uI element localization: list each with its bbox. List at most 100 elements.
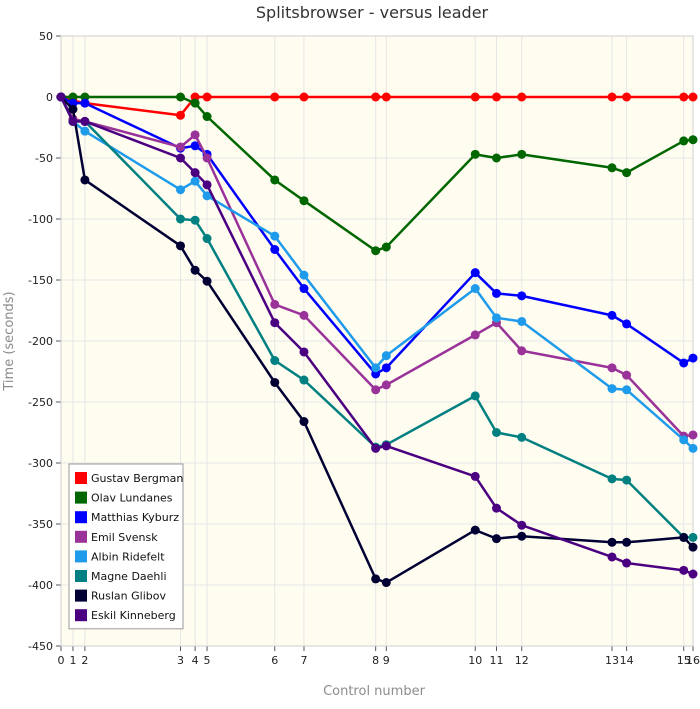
data-point — [607, 163, 617, 173]
x-tick-label: 11 — [489, 654, 503, 667]
data-point — [517, 291, 527, 301]
x-tick-label: 12 — [515, 654, 529, 667]
y-tick-label: -50 — [35, 152, 53, 165]
y-tick-label: -200 — [28, 335, 53, 348]
data-point — [491, 288, 501, 298]
data-point — [80, 175, 90, 185]
data-point — [470, 268, 480, 278]
data-point — [175, 92, 185, 102]
data-point — [270, 299, 280, 309]
data-point — [270, 175, 280, 185]
data-point — [202, 191, 212, 201]
legend-swatch — [75, 530, 87, 543]
data-point — [371, 443, 381, 453]
legend-swatch — [75, 472, 87, 484]
data-point — [470, 391, 480, 401]
data-point — [202, 92, 212, 102]
data-point — [607, 92, 617, 102]
x-tick-label: 7 — [300, 654, 307, 667]
legend-box — [68, 463, 184, 630]
data-point — [175, 214, 185, 224]
data-point — [371, 246, 381, 256]
data-point — [270, 356, 280, 366]
data-point — [381, 242, 391, 252]
x-tick-label: 13 — [605, 654, 619, 667]
data-point — [688, 92, 698, 102]
data-point — [371, 92, 381, 102]
x-tick-label: 15 — [677, 654, 691, 667]
data-point — [622, 168, 632, 178]
data-point — [470, 330, 480, 340]
data-point — [190, 265, 200, 275]
x-tick-label: 16 — [686, 654, 700, 667]
data-point — [190, 176, 200, 186]
data-point — [202, 234, 212, 244]
data-point — [679, 435, 689, 445]
data-point — [491, 534, 501, 544]
y-tick-label: -100 — [28, 213, 53, 226]
data-point — [622, 370, 632, 380]
data-point — [80, 98, 90, 108]
data-point — [190, 130, 200, 140]
data-point — [175, 241, 185, 251]
data-point — [381, 363, 391, 373]
data-point — [299, 284, 309, 294]
data-point — [381, 92, 391, 102]
y-tick-label: -450 — [28, 640, 53, 653]
data-point — [679, 565, 689, 575]
data-point — [688, 353, 698, 363]
legend-swatch — [75, 550, 87, 563]
data-point — [270, 377, 280, 387]
data-point — [299, 347, 309, 357]
data-point — [202, 180, 212, 190]
data-point — [517, 531, 527, 541]
x-tick-label: 6 — [271, 654, 278, 667]
plot-border — [60, 35, 694, 647]
legend-label: Emil Svensk — [91, 531, 158, 544]
data-point — [491, 313, 501, 323]
data-point — [517, 316, 527, 326]
legend-label: Olav Lundanes — [91, 492, 173, 505]
data-point — [622, 558, 632, 568]
data-point — [299, 417, 309, 427]
data-point — [202, 276, 212, 286]
data-point — [381, 441, 391, 451]
data-point — [470, 92, 480, 102]
data-point — [517, 520, 527, 530]
data-point — [607, 363, 617, 373]
data-point — [470, 471, 480, 481]
legend-swatch — [75, 491, 87, 504]
data-point — [202, 153, 212, 163]
data-point — [381, 578, 391, 588]
data-point — [371, 574, 381, 584]
data-point — [607, 474, 617, 484]
data-point — [491, 503, 501, 513]
data-point — [679, 92, 689, 102]
data-point — [68, 104, 78, 114]
y-tick-label: -150 — [28, 274, 53, 287]
data-point — [270, 92, 280, 102]
series-layer — [56, 92, 698, 588]
x-tick-label: 1 — [69, 654, 76, 667]
legend-swatch — [75, 609, 87, 622]
data-point — [679, 136, 689, 146]
data-point — [470, 284, 480, 294]
legend-swatch — [75, 511, 87, 524]
x-tick-label: 2 — [81, 654, 88, 667]
data-point — [80, 126, 90, 136]
data-point — [622, 537, 632, 547]
data-point — [491, 92, 501, 102]
data-point — [491, 428, 501, 437]
data-point — [56, 92, 66, 102]
data-point — [607, 552, 617, 562]
data-point — [491, 153, 501, 163]
data-point — [622, 475, 632, 485]
data-point — [299, 270, 309, 280]
x-tick-label: 4 — [192, 654, 199, 667]
legend-label: Magne Daehli — [91, 570, 167, 583]
data-point — [622, 385, 632, 395]
data-point — [270, 231, 280, 241]
legend-label: Matthias Kyburz — [91, 511, 179, 524]
